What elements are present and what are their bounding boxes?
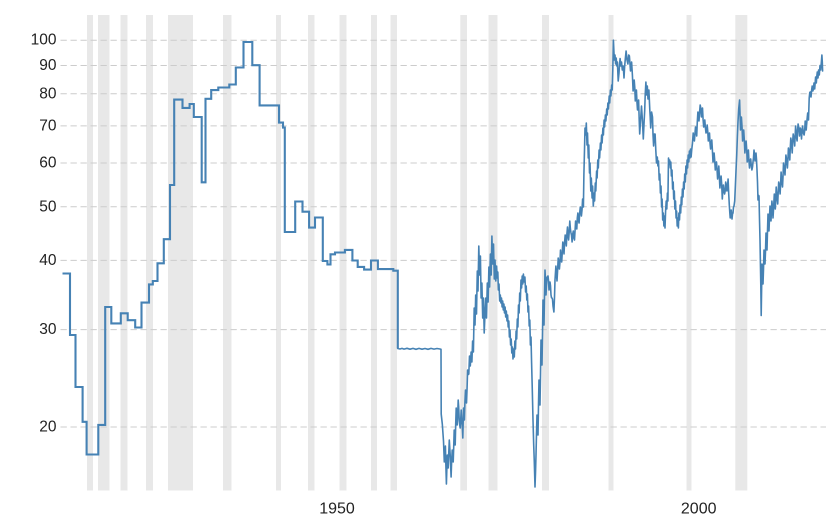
svg-text:30: 30 <box>39 321 57 338</box>
svg-text:100: 100 <box>31 32 57 49</box>
svg-text:80: 80 <box>39 85 57 102</box>
svg-text:70: 70 <box>39 117 57 134</box>
svg-text:60: 60 <box>39 155 57 172</box>
svg-text:2000: 2000 <box>681 501 717 517</box>
svg-text:1950: 1950 <box>319 501 355 517</box>
svg-text:90: 90 <box>39 57 57 74</box>
svg-text:20: 20 <box>39 419 57 436</box>
svg-text:40: 40 <box>39 252 57 269</box>
svg-text:50: 50 <box>39 198 57 215</box>
